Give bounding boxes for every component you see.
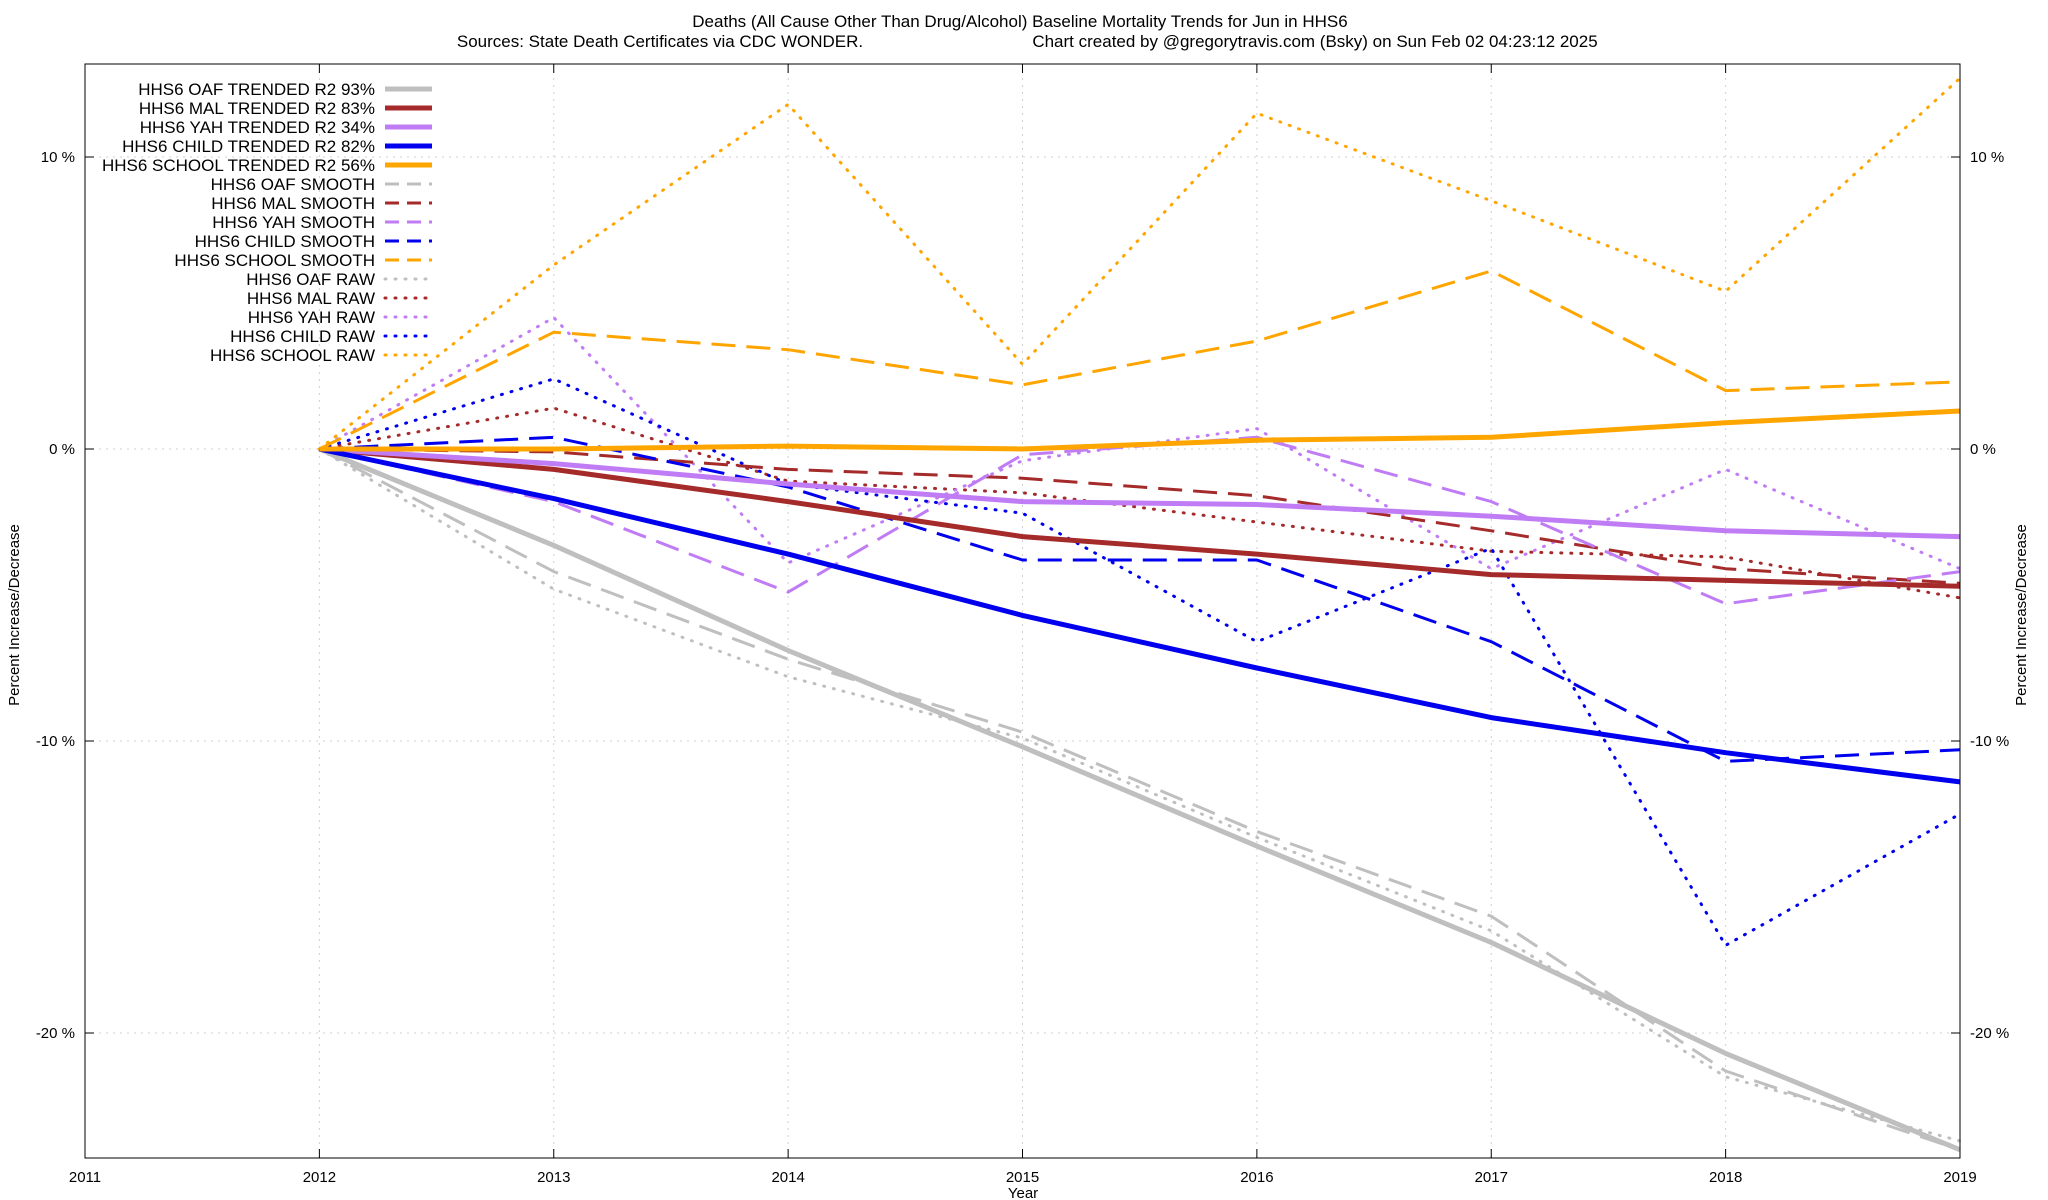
x-axis-label: Year [1008, 1185, 1038, 1200]
chart-credit: Chart created by @gregorytravis.com (Bsk… [1032, 32, 1597, 51]
y-axis-label-left: Percent Increase/Decrease [6, 524, 23, 706]
series-line-12 [317, 406, 1962, 600]
series-line-3 [319, 446, 1961, 540]
legend-label-12: HHS6 MAL RAW [247, 289, 375, 308]
series-line-11 [317, 447, 1962, 1143]
y-tick-label-left: -20 % [36, 1025, 75, 1042]
chart-title: Deaths (All Cause Other Than Drug/Alcoho… [692, 12, 1347, 31]
series-line-6 [318, 447, 1961, 1152]
legend-label-14: HHS6 CHILD RAW [230, 327, 375, 346]
legend-label-6: HHS6 OAF SMOOTH [211, 175, 375, 194]
series-line-4 [318, 446, 1961, 785]
x-tick-label: 2013 [537, 1169, 570, 1186]
legend: HHS6 OAF TRENDED R2 93%HHS6 MAL TRENDED … [102, 80, 434, 365]
x-tick-label: 2018 [1709, 1169, 1742, 1186]
legend-label-8: HHS6 YAH SMOOTH [212, 213, 375, 232]
y-tick-label-right: 10 % [1970, 149, 2004, 166]
x-tick-label: 2014 [771, 1169, 804, 1186]
x-tick-label: 2012 [303, 1169, 336, 1186]
legend-label-9: HHS6 CHILD SMOOTH [195, 232, 375, 251]
chart-source: Sources: State Death Certificates via CD… [457, 32, 863, 51]
legend-label-7: HHS6 MAL SMOOTH [211, 194, 375, 213]
x-tick-label: 2016 [1240, 1169, 1273, 1186]
legend-label-3: HHS6 YAH TRENDED R2 34% [140, 118, 375, 137]
legend-label-10: HHS6 SCHOOL SMOOTH [174, 251, 375, 270]
y-axis-label-right: Percent Increase/Decrease [2013, 524, 2030, 706]
legend-label-2: HHS6 MAL TRENDED R2 83% [139, 99, 375, 118]
ticks: 2011 2012 2013 2014 2015 2016 2017 2018 2019 10 %… [36, 64, 2009, 1186]
series-line-7 [319, 447, 1961, 585]
series-line-14 [317, 377, 1962, 947]
legend-label-4: HHS6 CHILD TRENDED R2 82% [122, 137, 375, 156]
series-line-2 [319, 446, 1961, 589]
legend-label-11: HHS6 OAF RAW [246, 270, 375, 289]
series-line-10 [318, 269, 1961, 451]
x-tick-label: 2015 [1006, 1169, 1039, 1186]
y-tick-label-left: 0 % [49, 441, 75, 458]
legend-label-15: HHS6 SCHOOL RAW [210, 346, 375, 365]
y-tick-label-right: -20 % [1970, 1025, 2009, 1042]
series-line-9 [319, 435, 1961, 763]
y-tick-label-right: -10 % [1970, 733, 2009, 750]
legend-label-13: HHS6 YAH RAW [248, 308, 375, 327]
series-line-1 [318, 446, 1961, 1153]
x-tick-label: 2019 [1943, 1169, 1976, 1186]
y-tick-label-left: 10 % [41, 149, 75, 166]
x-tick-label: 2017 [1475, 1169, 1508, 1186]
y-tick-label-left: -10 % [36, 733, 75, 750]
series-lines [317, 76, 1962, 1153]
series-line-5 [319, 408, 1961, 452]
legend-label-5: HHS6 SCHOOL TRENDED R2 56% [102, 156, 375, 175]
legend-label-1: HHS6 OAF TRENDED R2 93% [138, 80, 375, 99]
x-tick-label: 2011 [69, 1169, 101, 1186]
y-tick-label-right: 0 % [1970, 441, 1996, 458]
